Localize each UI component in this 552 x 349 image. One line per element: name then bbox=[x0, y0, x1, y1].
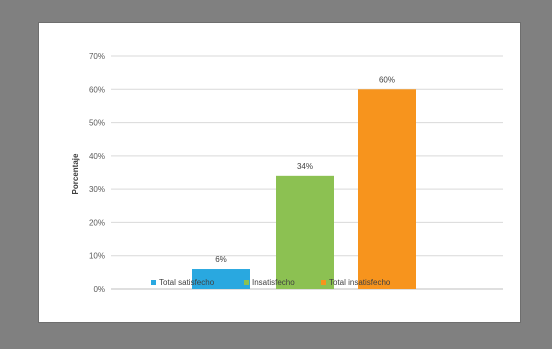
legend-swatch bbox=[321, 280, 326, 285]
y-tick-label: 60% bbox=[89, 85, 105, 94]
y-tick-label: 20% bbox=[89, 218, 105, 227]
y-tick-label: 70% bbox=[89, 52, 105, 61]
y-tick-label: 50% bbox=[89, 119, 105, 128]
chart-legend: Total satisfecho Insatisfecho Total insati… bbox=[151, 278, 391, 287]
y-tick-label: 40% bbox=[89, 152, 105, 161]
bar-series: 6% 34% 60% bbox=[192, 75, 416, 290]
y-axis-ticks: 0% 10% 20% 30% 40% 50% 60% 70% bbox=[89, 52, 105, 294]
chart-panel: 0% 10% 20% 30% 40% 50% 60% 70% Porcentaje 6% 34%… bbox=[38, 22, 521, 323]
bar-chart: 0% 10% 20% 30% 40% 50% 60% 70% Porcentaje 6% 34%… bbox=[71, 52, 503, 294]
data-label: 34% bbox=[297, 162, 313, 171]
legend-label: Total satisfecho bbox=[159, 278, 215, 287]
legend-swatch bbox=[244, 280, 249, 285]
legend-label: Total insatisfecho bbox=[329, 278, 391, 287]
legend-swatch bbox=[151, 280, 156, 285]
y-tick-label: 0% bbox=[93, 285, 105, 294]
bar-1 bbox=[192, 269, 250, 289]
data-label: 6% bbox=[215, 255, 227, 264]
y-axis-label: Porcentaje bbox=[71, 153, 80, 194]
y-tick-label: 10% bbox=[89, 252, 105, 261]
y-tick-label: 30% bbox=[89, 185, 105, 194]
data-label: 60% bbox=[379, 75, 395, 84]
bar-2 bbox=[276, 175, 334, 289]
bar-3 bbox=[358, 89, 416, 290]
legend-label: Insatisfecho bbox=[252, 278, 295, 287]
